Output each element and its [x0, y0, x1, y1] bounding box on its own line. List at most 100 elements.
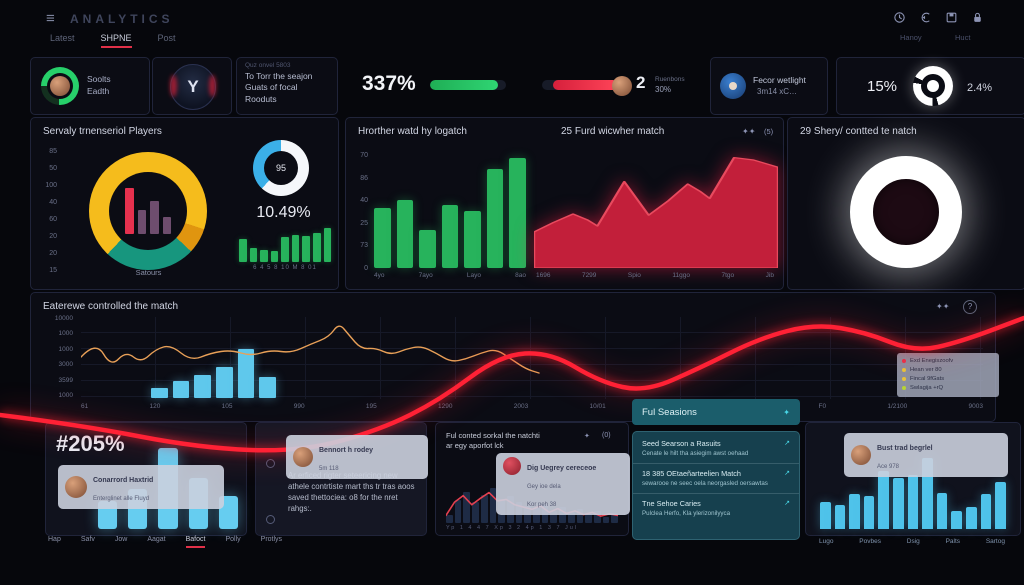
tooltip-line: Kor peh 38 [527, 502, 557, 508]
bar [585, 514, 592, 523]
x-axis: 1696 7299 Spio 11ggo 7tgo Jib [536, 272, 774, 279]
players-card: Servaly trnenseriol Players 85 50 100 40 60 2… [30, 117, 339, 290]
user-meta: 5m 118 [319, 466, 339, 472]
y-tick: 85 [49, 148, 57, 155]
bar [878, 471, 890, 529]
x-tick: 120 [149, 403, 161, 410]
tab-protlys[interactable]: Protlys [260, 536, 283, 543]
tab-post[interactable]: Post [157, 33, 176, 43]
season-list-item[interactable]: Tne Sehoe Caries ↗ Pulclea Herfo, Kla yler… [633, 494, 799, 523]
bar [907, 474, 919, 529]
menu-icon[interactable]: ≡ [46, 10, 55, 27]
radio-bullet[interactable] [266, 515, 275, 524]
diamond-icon: ✦ [783, 407, 790, 417]
radio-bullet[interactable] [266, 459, 275, 468]
bar [893, 477, 904, 529]
legend-label: Exd Enegiszoofv [910, 358, 954, 364]
bar [454, 500, 462, 523]
expand-icon[interactable]: ✦✦ [742, 127, 756, 136]
tab-polly[interactable]: Polly [225, 536, 241, 543]
gauge-kpi-card: 15% 2.4% [836, 57, 1024, 115]
legend-label: Fincal 9fGats [910, 375, 945, 382]
legend-item: Fincal 9fGats [902, 375, 994, 384]
kpi-subvalue: 30% [655, 85, 672, 94]
expand-icon[interactable]: ✦✦ [936, 302, 950, 311]
header-actions [893, 11, 984, 24]
arrow-icon[interactable]: ↗ [784, 470, 790, 478]
y-tick: 10000 [54, 315, 73, 322]
tab-bafoct[interactable]: Bafoct [185, 536, 206, 548]
health-ring-chart [41, 67, 79, 105]
user-chip: Bennort h rodey 5m 118 [286, 435, 428, 479]
bar [863, 496, 875, 529]
legend-item: Exd Enegiszoofv [902, 357, 994, 366]
avatar [50, 76, 70, 96]
x-tick: 2003 [513, 403, 529, 410]
tooltip-line: Gey ioe dela [527, 484, 561, 490]
bar [602, 516, 610, 523]
season-list-item[interactable]: Seed Searson a Rasuits ↗ Cenate le hilt th… [633, 434, 799, 465]
item-subtitle: sewarooe ne seec oela neorgasled oersawt… [642, 480, 768, 488]
team-emblem-card: Y [152, 57, 232, 115]
avatar [851, 445, 871, 465]
bar [270, 251, 279, 262]
x-tick: 105 [221, 403, 233, 410]
card-title: Servaly trnenseriol Players [43, 126, 162, 137]
bar [820, 501, 831, 529]
y-axis: 10000 1000 1000 3000 3599 1000 [37, 315, 73, 399]
bar [533, 507, 540, 523]
tab-shpne[interactable]: SHPNE [100, 33, 132, 48]
tooltip-line: Enterglinet alle Fluyd [93, 496, 150, 502]
arrow-icon[interactable]: ↗ [784, 440, 790, 447]
seasons-panel-header[interactable]: Ful Seasions ✦ [632, 399, 800, 425]
tab-aagat[interactable]: Aagat [147, 536, 166, 543]
goal-text: To Torr the seajon Guats of focal Roodut… [245, 71, 313, 104]
tab-latest[interactable]: Latest [50, 33, 75, 43]
bar [291, 235, 300, 262]
card-title: 25 Furd wicwher match [561, 126, 665, 137]
expand-icon[interactable]: ✦ [584, 433, 590, 440]
x-tick: Dsig [906, 538, 920, 545]
card-title: 29 Shery/ contted te natch [800, 126, 917, 137]
rewind-icon[interactable] [919, 11, 932, 24]
season-list-item[interactable]: 18 385 OEtaeñarteelien Match ↗ sewarooe ne… [633, 464, 799, 495]
donut-center-value: 95 [264, 151, 298, 185]
progress-fill [430, 80, 499, 90]
tab-hap[interactable]: Hap [48, 536, 61, 543]
tooltip: Dig Uegrey cereceoe Gey ioe dela Kor peh… [496, 453, 630, 515]
white-ring-chart [850, 156, 962, 268]
help-icon[interactable]: ? [963, 300, 977, 314]
y-tick: 86 [360, 174, 368, 182]
tab-jow[interactable]: Jow [114, 536, 128, 543]
mini-bar-chart [239, 228, 332, 262]
control-ring-card: 29 Shery/ contted te natch [787, 117, 1024, 290]
history-icon[interactable] [893, 11, 906, 24]
players-percent: 10.49% [256, 204, 311, 221]
arrow-icon[interactable]: ↗ [784, 500, 790, 508]
bar [441, 205, 459, 268]
bar [509, 158, 527, 268]
save-icon[interactable] [945, 11, 958, 24]
lock-icon[interactable] [971, 11, 984, 24]
tab-safv[interactable]: Safv [80, 536, 95, 543]
x-tick: Spio [627, 272, 641, 279]
mini-chart-card: Ful conted sorkal the natchti ar egy apo… [435, 422, 630, 536]
tooltip-line: Dig Uegrey cereceoe [527, 465, 597, 472]
goal-eyebrow: Quz onvel 5803 [245, 62, 291, 69]
bar [550, 511, 558, 523]
bar [419, 230, 436, 268]
health-label: Soolts [87, 74, 111, 84]
legend-label: Hean ver 80 [910, 366, 942, 373]
bar [567, 512, 575, 523]
bar [374, 208, 391, 268]
item-subtitle: Pulclea Herfo, Kla ylerizonilyyca [642, 510, 731, 518]
x-tick: Sartog [985, 538, 1005, 545]
team-emblem: Y [170, 64, 216, 110]
card-title: Hrorther watd hy logatch [358, 126, 467, 137]
bar [464, 211, 481, 268]
avatar [503, 457, 521, 475]
chart-legend: Exd Enegiszoofv Hean ver 80 Fincal 9fGats S… [897, 353, 999, 397]
orange-line-series [81, 317, 983, 399]
item-title: 18 385 OEtaeñarteelien Match [642, 469, 741, 479]
